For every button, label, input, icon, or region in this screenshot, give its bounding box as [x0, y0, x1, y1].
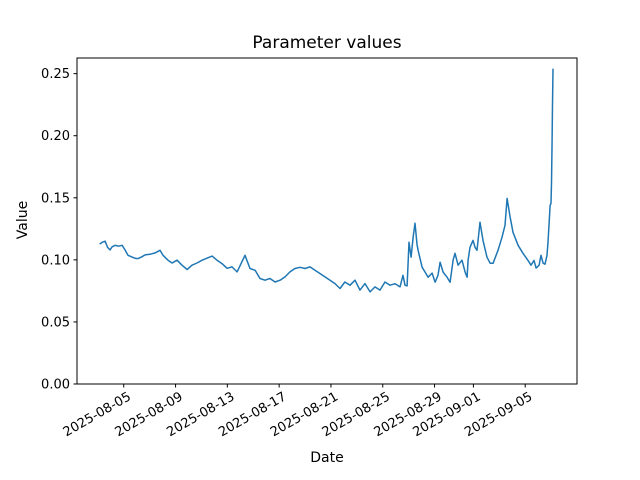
x-axis-label: Date	[310, 450, 344, 466]
series-line	[99, 68, 554, 293]
y-tick-label: 0.20	[41, 129, 70, 144]
axes-spines	[76, 57, 578, 385]
y-tick-label: 0.00	[41, 378, 70, 393]
y-tick-label: 0.25	[41, 67, 70, 82]
y-tick-label: 0.05	[41, 315, 70, 330]
chart-title: Parameter values	[252, 33, 402, 53]
y-tick-label: 0.15	[41, 191, 70, 206]
y-tick-label: 0.10	[41, 253, 70, 268]
